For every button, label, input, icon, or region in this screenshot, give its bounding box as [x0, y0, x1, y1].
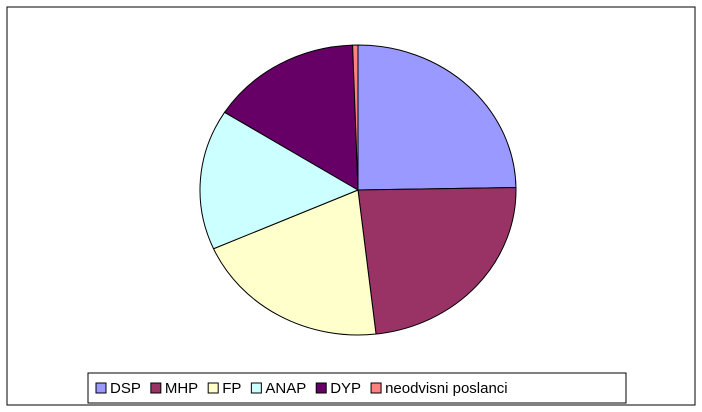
legend-box: [87, 372, 627, 404]
pie-slice: [352, 44, 359, 191]
legend-label: MHP: [165, 380, 198, 397]
legend-label: neodvisni poslanci: [385, 380, 508, 397]
legend-swatch: [250, 382, 262, 394]
legend-swatch: [150, 382, 162, 394]
legend-label: DSP: [110, 380, 141, 397]
pie-slice: [357, 187, 517, 335]
pie-slice: [223, 44, 359, 191]
legend-swatch: [315, 382, 327, 394]
pie-slice: [212, 189, 377, 336]
legend-label: FP: [222, 380, 241, 397]
legend-label: DYP: [330, 380, 361, 397]
pie-slice: [357, 44, 517, 191]
legend-swatch: [207, 382, 219, 394]
legend-label: ANAP: [265, 380, 306, 397]
legend-swatch: [370, 382, 382, 394]
pie-slice: [199, 111, 360, 250]
legend-swatch: [95, 382, 107, 394]
